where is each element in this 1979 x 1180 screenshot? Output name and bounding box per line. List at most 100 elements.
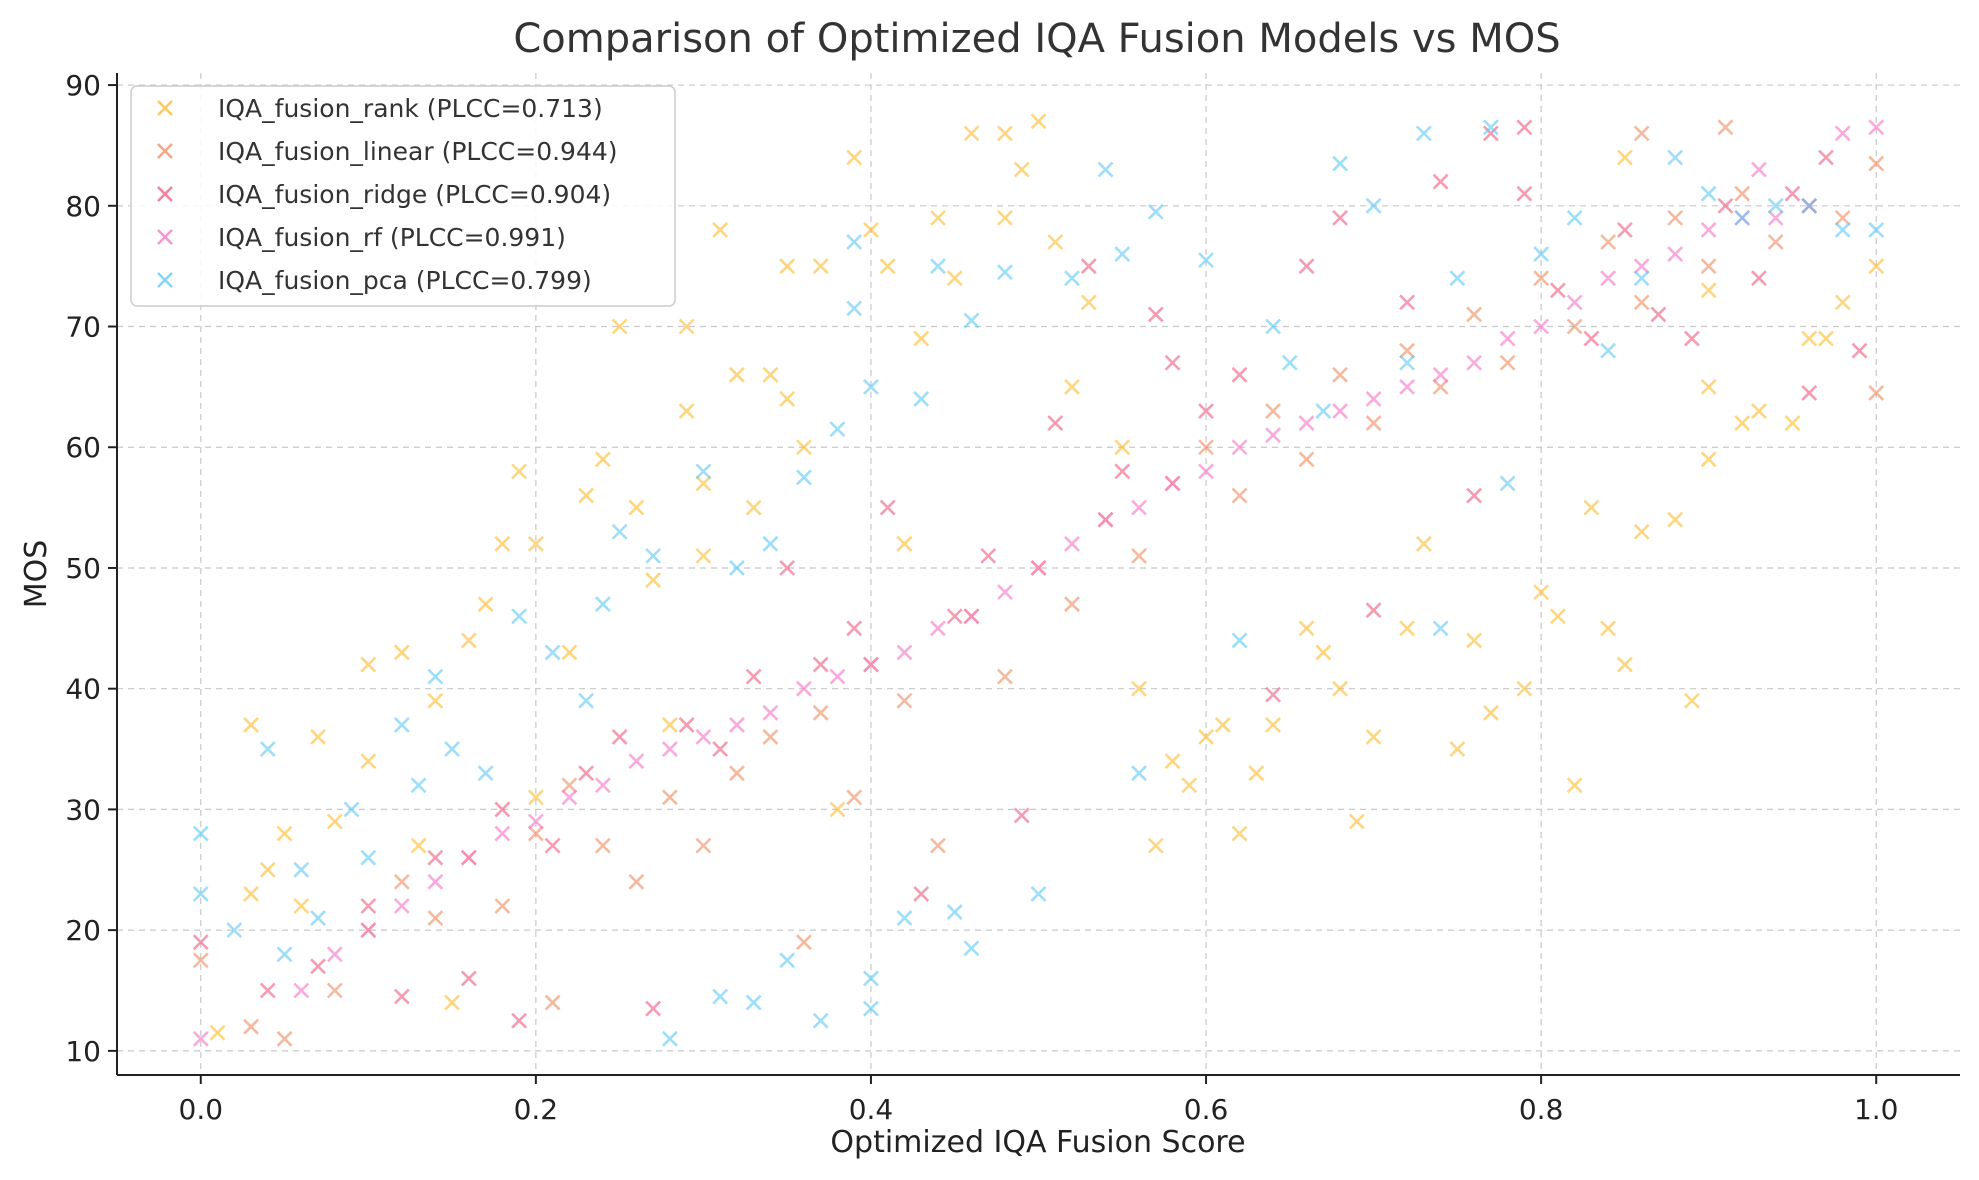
data-point (1667, 246, 1684, 263)
data-point (594, 837, 611, 854)
data-point (444, 994, 461, 1011)
data-point (1248, 765, 1265, 782)
data-point (1717, 119, 1734, 136)
data-point (1332, 403, 1348, 419)
data-point (1600, 620, 1617, 637)
data-point (930, 837, 946, 854)
data-point (611, 318, 628, 335)
data-point (762, 704, 779, 721)
data-point (326, 813, 343, 830)
data-point (913, 391, 930, 407)
data-point (846, 149, 863, 166)
data-point (1667, 209, 1684, 226)
data-point (1281, 354, 1298, 371)
data-point (1365, 602, 1382, 619)
data-point (980, 547, 997, 564)
data-point (1499, 330, 1516, 347)
data-point (930, 258, 946, 275)
data-point (477, 765, 494, 782)
data-point (1751, 403, 1767, 419)
data-point (393, 873, 410, 890)
data-point (946, 270, 963, 287)
data-point (1533, 270, 1550, 287)
data-point (661, 741, 678, 757)
data-point (1734, 415, 1751, 432)
y-tick-label: 70 (65, 311, 101, 344)
data-point (712, 222, 729, 238)
chart-title: Comparison of Optimized IQA Fusion Model… (513, 16, 1560, 62)
data-point (695, 475, 712, 492)
data-point (1315, 644, 1332, 661)
data-point (494, 898, 511, 914)
data-point (1198, 252, 1214, 269)
series-4 (192, 119, 1885, 1047)
data-point (1064, 535, 1080, 552)
data-point (1231, 825, 1248, 842)
data-point (963, 940, 980, 957)
data-point (1700, 378, 1717, 395)
data-point (812, 704, 829, 721)
data-point (1533, 584, 1550, 601)
data-point (1834, 294, 1851, 311)
data-point (997, 668, 1013, 685)
legend-label: IQA_fusion_rf (PLCC=0.991) (218, 223, 566, 252)
data-point (796, 439, 812, 456)
data-point (1064, 378, 1080, 395)
data-point (427, 910, 444, 926)
data-point (611, 523, 628, 540)
data-point (192, 885, 209, 902)
data-point (863, 222, 879, 238)
data-point (1449, 741, 1466, 757)
data-point (829, 421, 846, 438)
data-point (1566, 777, 1583, 794)
data-point (829, 801, 846, 818)
legend-box (130, 85, 676, 307)
legend-label: IQA_fusion_pca (PLCC=0.799) (218, 266, 592, 295)
data-point (511, 608, 528, 625)
data-point (1231, 632, 1248, 649)
data-point (1801, 330, 1818, 347)
x-tick-label: 0.8 (1519, 1093, 1564, 1126)
y-tick-label: 20 (65, 914, 101, 947)
data-point (1432, 620, 1449, 637)
data-point (1818, 149, 1834, 166)
data-point (393, 988, 410, 1005)
data-point (1399, 342, 1416, 359)
data-point (1365, 197, 1382, 214)
data-point (1633, 270, 1650, 287)
y-axis-label: MOS (19, 540, 54, 609)
data-point (1533, 318, 1550, 335)
data-point (1684, 692, 1700, 709)
data-point (1047, 234, 1064, 250)
data-point (661, 789, 678, 806)
data-point (1834, 222, 1851, 238)
data-point (645, 1000, 662, 1017)
data-point (1633, 258, 1650, 275)
data-point (661, 716, 678, 733)
y-tick-label: 40 (65, 673, 101, 706)
data-point (645, 547, 662, 564)
data-point (779, 560, 796, 576)
data-point (997, 125, 1013, 142)
data-point (427, 692, 444, 709)
data-point (1516, 680, 1533, 697)
data-point (896, 910, 913, 926)
data-point (745, 668, 762, 685)
data-point (1298, 451, 1315, 468)
data-point (1616, 222, 1633, 238)
data-point (1482, 119, 1499, 136)
series-3 (192, 119, 1885, 1047)
data-point (678, 318, 695, 335)
data-point (594, 777, 611, 794)
data-point (1868, 155, 1885, 172)
data-point (1566, 318, 1583, 335)
data-point (1432, 366, 1449, 383)
data-point (796, 469, 812, 486)
data-point (343, 801, 360, 818)
legend-label: IQA_fusion_rank (PLCC=0.713) (218, 94, 603, 123)
data-point (1684, 330, 1700, 347)
legend: IQA_fusion_rank (PLCC=0.713) IQA_fusion_l… (130, 85, 676, 307)
data-point (226, 922, 243, 939)
data-point (997, 584, 1013, 601)
